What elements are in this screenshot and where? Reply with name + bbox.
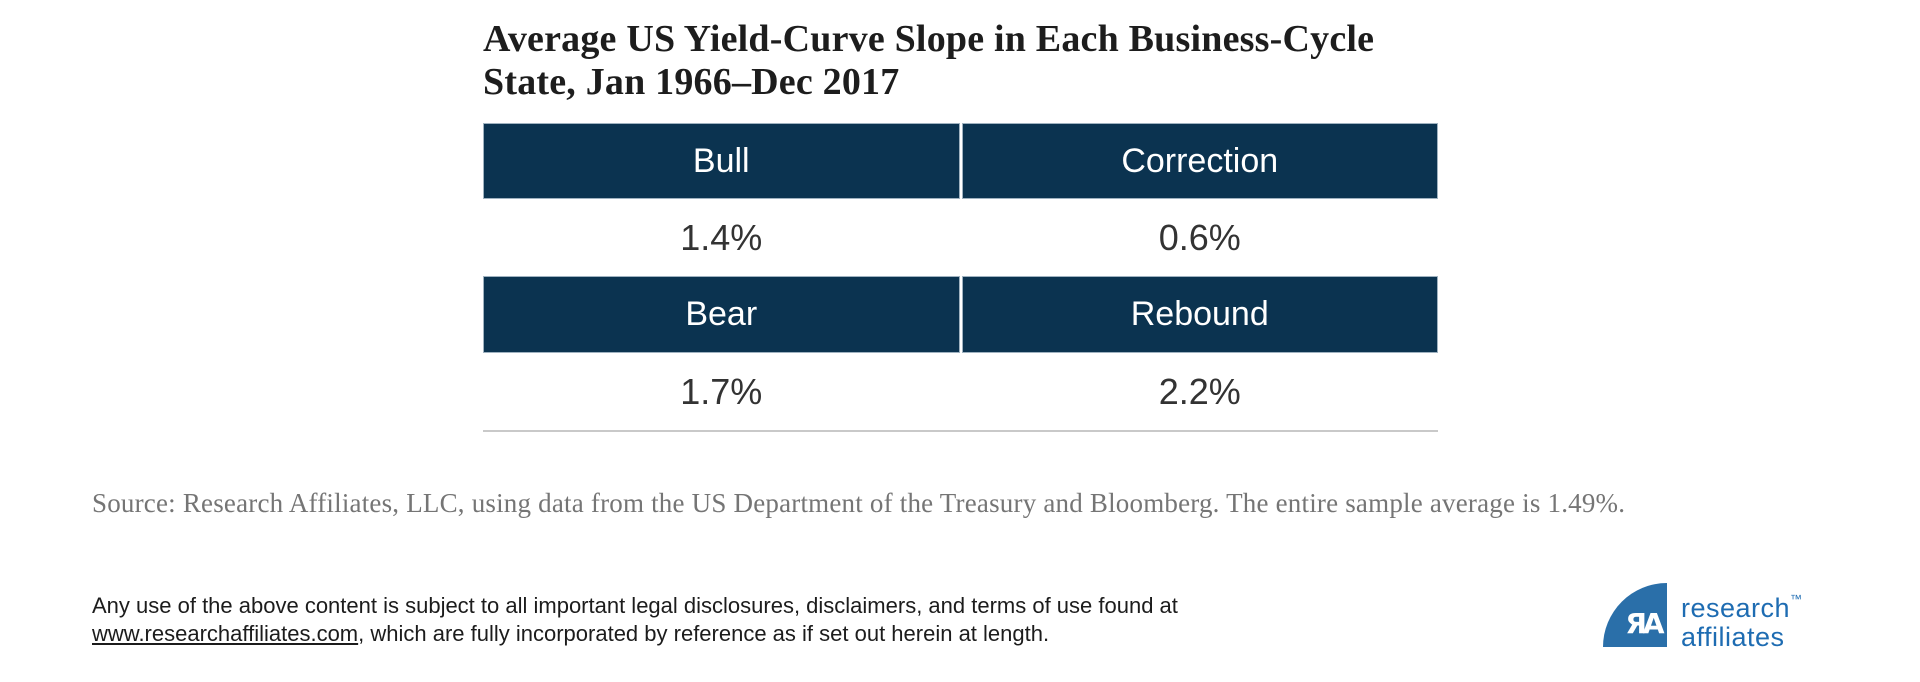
logo-monogram: ЯA: [1625, 607, 1665, 640]
ra-logo-mark-icon: ЯA: [1603, 583, 1668, 647]
legal-text-before-link: Any use of the above content is subject …: [92, 593, 1178, 618]
table-header-bear: Bear: [483, 276, 960, 353]
table-value-rebound: 2.2%: [961, 353, 1438, 430]
page-title-line2: State, Jan 1966–Dec 2017: [483, 61, 900, 103]
logo-word-research: research: [1681, 593, 1791, 623]
page-title: Average US Yield-Curve Slope in Each Bus…: [483, 18, 1374, 104]
legal-disclaimer: Any use of the above content is subject …: [92, 592, 1212, 648]
table-header-bull: Bull: [483, 123, 960, 199]
source-note: Source: Research Affiliates, LLC, using …: [92, 488, 1626, 518]
legal-text-after-link: , which are fully incorporated by refere…: [358, 621, 1050, 646]
table-header-rebound: Rebound: [961, 276, 1438, 353]
yield-curve-slope-table: Bull Correction 1.4% 0.6% Bear Rebound 1…: [483, 123, 1438, 432]
logo-wordmark: research™ affiliates: [1681, 585, 1802, 652]
logo-wordmark-line1: research™: [1681, 585, 1802, 623]
table-header-correction: Correction: [961, 123, 1438, 199]
table-value-bear: 1.7%: [483, 353, 960, 430]
research-affiliates-logo: ЯA research™ affiliates: [1602, 582, 1802, 652]
logo-wordmark-line2: affiliates: [1681, 622, 1785, 652]
researchaffiliates-link[interactable]: www.researchaffiliates.com: [92, 621, 359, 646]
page-title-line1: Average US Yield-Curve Slope in Each Bus…: [483, 18, 1375, 60]
table-value-correction: 0.6%: [961, 199, 1438, 276]
trademark-symbol: ™: [1790, 592, 1803, 606]
table-value-bull: 1.4%: [483, 199, 960, 276]
